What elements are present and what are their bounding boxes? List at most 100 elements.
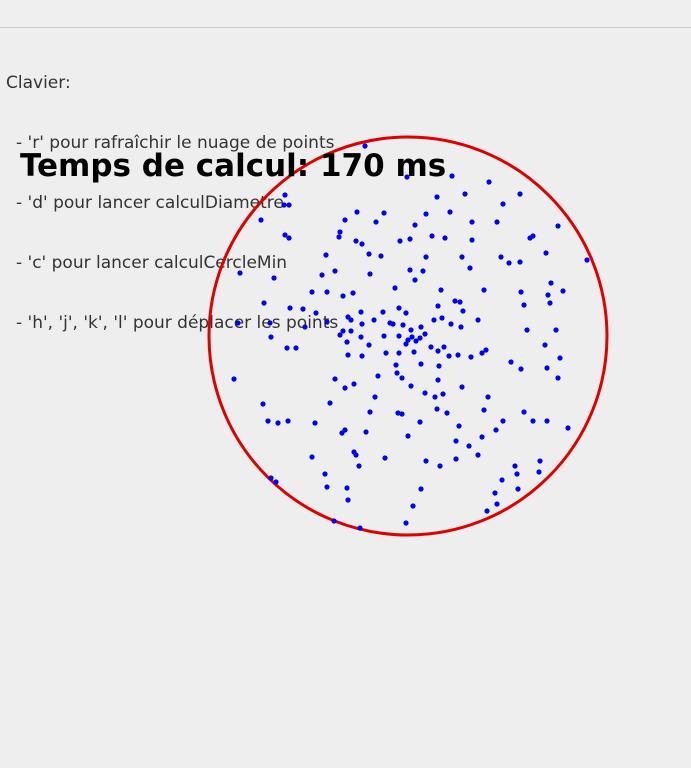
computation-time-label: Temps de calcul: 170 ms bbox=[20, 148, 447, 184]
point-marker bbox=[285, 418, 291, 424]
point-marker bbox=[351, 381, 357, 387]
point-marker bbox=[358, 334, 364, 340]
point-marker bbox=[404, 174, 410, 180]
point-marker bbox=[353, 238, 359, 244]
point-marker bbox=[518, 366, 524, 372]
point-marker bbox=[481, 407, 487, 413]
point-marker bbox=[438, 287, 444, 293]
point-marker bbox=[453, 438, 459, 444]
point-marker bbox=[524, 327, 530, 333]
point-marker bbox=[323, 252, 329, 258]
point-marker bbox=[268, 334, 274, 340]
point-marker bbox=[475, 452, 481, 458]
point-marker bbox=[479, 434, 485, 440]
point-marker bbox=[547, 300, 553, 306]
point-marker bbox=[267, 320, 273, 326]
point-marker bbox=[400, 322, 406, 328]
point-marker bbox=[260, 401, 266, 407]
point-marker bbox=[479, 350, 485, 356]
help-line-refresh: - 'r' pour rafraîchir le nuage de points bbox=[16, 133, 335, 153]
point-marker bbox=[282, 192, 288, 198]
point-marker bbox=[300, 306, 306, 312]
point-marker bbox=[506, 260, 512, 266]
point-marker bbox=[423, 254, 429, 260]
point-marker bbox=[399, 375, 405, 381]
point-marker bbox=[514, 471, 520, 477]
point-marker bbox=[439, 315, 445, 321]
point-marker bbox=[332, 376, 338, 382]
point-marker bbox=[417, 335, 423, 341]
point-marker bbox=[348, 328, 354, 334]
point-marker bbox=[258, 217, 264, 223]
help-line-diameter: - 'd' pour lancer calculDiametre bbox=[16, 193, 284, 213]
point-marker bbox=[449, 173, 455, 179]
point-marker bbox=[448, 321, 454, 327]
point-marker bbox=[565, 425, 571, 431]
point-marker bbox=[273, 479, 279, 485]
point-marker bbox=[418, 486, 424, 492]
point-marker bbox=[344, 485, 350, 491]
point-marker bbox=[396, 305, 402, 311]
point-marker bbox=[357, 525, 363, 531]
point-marker bbox=[356, 463, 362, 469]
point-marker bbox=[396, 350, 402, 356]
point-marker bbox=[527, 235, 533, 241]
point-marker bbox=[413, 338, 419, 344]
point-marker bbox=[542, 342, 548, 348]
point-marker bbox=[475, 317, 481, 323]
point-marker bbox=[435, 303, 441, 309]
point-marker bbox=[399, 411, 405, 417]
point-marker bbox=[483, 347, 489, 353]
point-marker bbox=[469, 219, 475, 225]
point-marker bbox=[313, 310, 319, 316]
point-marker bbox=[392, 285, 398, 291]
point-marker bbox=[418, 324, 424, 330]
point-marker bbox=[428, 344, 434, 350]
point-marker bbox=[417, 419, 423, 425]
point-marker bbox=[271, 275, 277, 281]
point-marker bbox=[485, 394, 491, 400]
point-marker bbox=[459, 384, 465, 390]
point-cloud bbox=[231, 143, 590, 531]
point-marker bbox=[437, 463, 443, 469]
point-marker bbox=[367, 409, 373, 415]
point-marker bbox=[366, 342, 372, 348]
point-marker bbox=[383, 350, 389, 356]
point-marker bbox=[405, 433, 411, 439]
point-marker bbox=[286, 202, 292, 208]
point-marker bbox=[287, 305, 293, 311]
point-marker bbox=[359, 321, 365, 327]
point-marker bbox=[354, 209, 360, 215]
point-marker bbox=[481, 287, 487, 293]
point-marker bbox=[432, 394, 438, 400]
point-marker bbox=[265, 418, 271, 424]
point-marker bbox=[460, 308, 466, 314]
point-marker bbox=[344, 339, 350, 345]
point-marker bbox=[517, 259, 523, 265]
point-marker bbox=[337, 332, 343, 338]
point-marker bbox=[337, 229, 343, 235]
point-marker bbox=[484, 508, 490, 514]
point-marker bbox=[319, 272, 325, 278]
point-marker bbox=[324, 289, 330, 295]
point-marker bbox=[358, 309, 364, 315]
point-marker bbox=[362, 143, 368, 149]
point-marker bbox=[422, 331, 428, 337]
point-marker bbox=[410, 503, 416, 509]
point-marker bbox=[500, 418, 506, 424]
point-marker bbox=[560, 288, 566, 294]
window-title-bar bbox=[0, 0, 691, 28]
point-marker bbox=[395, 410, 401, 416]
point-marker bbox=[231, 376, 237, 382]
point-marker bbox=[407, 267, 413, 273]
point-marker bbox=[375, 373, 381, 379]
point-marker bbox=[544, 365, 550, 371]
point-marker bbox=[548, 280, 554, 286]
point-marker bbox=[363, 429, 369, 435]
point-marker bbox=[530, 418, 536, 424]
point-marker bbox=[324, 484, 330, 490]
point-marker bbox=[494, 219, 500, 225]
keyboard-help: Clavier: - 'r' pour rafraîchir le nuage … bbox=[6, 33, 338, 353]
point-marker bbox=[508, 359, 514, 365]
